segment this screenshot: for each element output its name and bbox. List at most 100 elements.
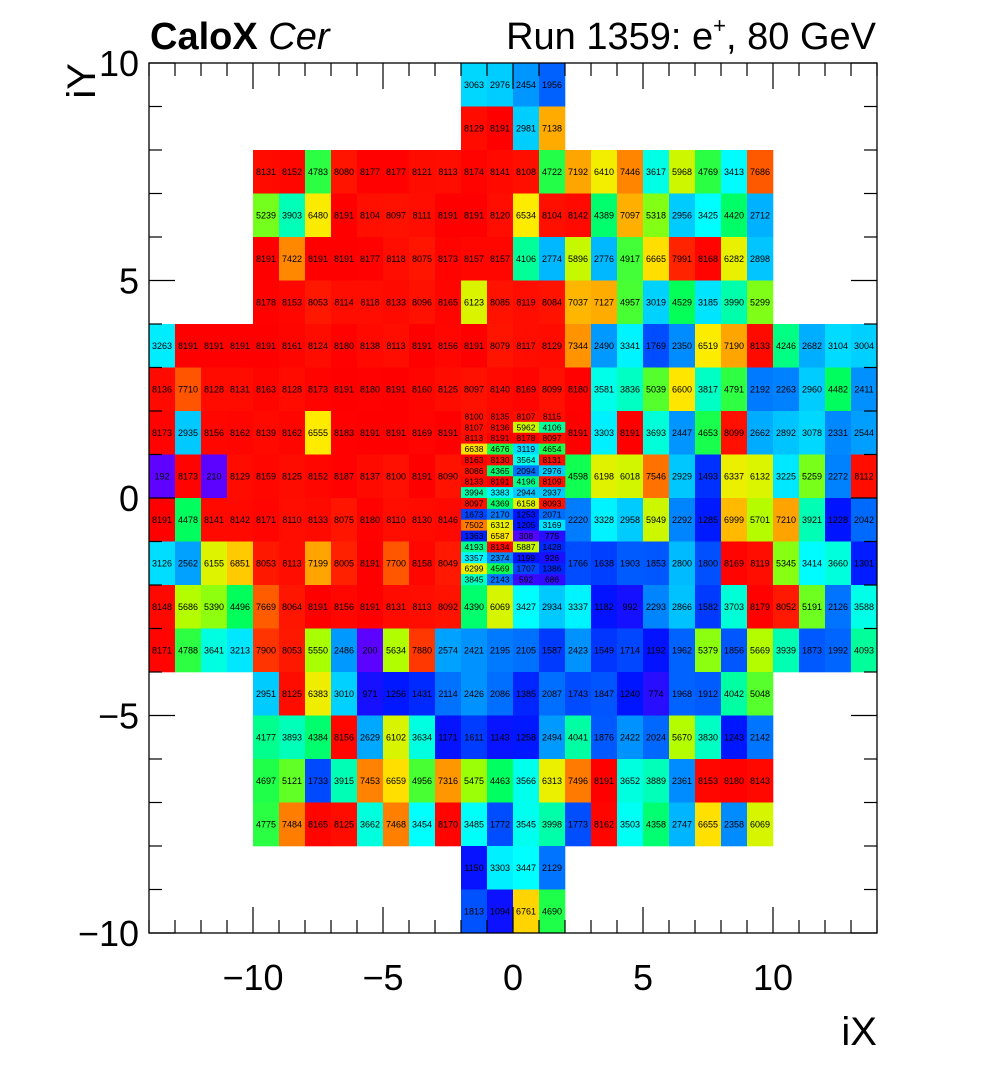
heatmap-cell: [357, 585, 384, 629]
heatmap-cell: [721, 411, 748, 455]
heatmap-cell-label: 1956: [542, 80, 562, 90]
heatmap-fine-cell: [539, 432, 566, 444]
heatmap-cell: [591, 802, 618, 847]
heatmap-cell-label: 2929: [672, 471, 692, 481]
heatmap-cell: [799, 541, 826, 586]
heatmap-cell-label: 1773: [568, 819, 588, 829]
heatmap-cell-label: 1228: [828, 515, 848, 525]
heatmap-fine-cell: [513, 498, 540, 510]
heatmap-cell: [851, 454, 878, 499]
heatmap-cell: [669, 411, 696, 455]
heatmap-fine-cell: [487, 541, 514, 553]
heatmap-cell: [487, 759, 514, 803]
heatmap-cell: [747, 802, 774, 847]
heatmap-cell-label: 7192: [568, 167, 588, 177]
heatmap-cell-label: 4496: [230, 602, 250, 612]
heatmap-cell-label: 8180: [724, 776, 744, 786]
heatmap-fine-cell: [461, 508, 488, 521]
heatmap-fine-cell-label: 1363: [465, 531, 484, 541]
heatmap-cell-label: 8191: [334, 384, 354, 394]
heatmap-fine-cell: [487, 530, 514, 542]
heatmap-cell-label: 5299: [750, 297, 770, 307]
heatmap-cell: [799, 628, 826, 673]
heatmap-cell: [357, 672, 384, 716]
heatmap-cell-label: 8177: [386, 167, 406, 177]
heatmap-cell-label: 8128: [282, 384, 302, 394]
heatmap-fine-cell: [461, 574, 488, 586]
heatmap-cell-label: 8141: [204, 515, 224, 525]
heatmap-fine-cell-label: 1199: [517, 553, 536, 563]
heatmap-cell-label: 8110: [282, 515, 301, 525]
heatmap-cell-label: 2951: [256, 689, 276, 699]
heatmap-cell: [357, 759, 384, 803]
heatmap-cell: [383, 411, 410, 455]
heatmap-cell-label: 8125: [282, 689, 302, 699]
heatmap-cell-label: 3662: [360, 819, 380, 829]
heatmap-cell-label: 8191: [594, 776, 614, 786]
heatmap-cell-label: 2662: [750, 428, 770, 438]
heatmap-cell-label: 8100: [386, 471, 406, 481]
heatmap-cell-label: 1549: [594, 645, 614, 655]
heatmap-cell: [305, 237, 332, 281]
heatmap-cell-label: 7686: [750, 167, 770, 177]
heatmap-cell-label: 3019: [646, 297, 666, 307]
heatmap-cell-label: 6155: [204, 558, 224, 568]
heatmap-cell: [383, 498, 410, 542]
heatmap-cell: [513, 63, 540, 107]
heatmap-cell: [487, 237, 514, 281]
heatmap-cell: [617, 541, 644, 586]
heatmap-cell-label: 8177: [360, 167, 380, 177]
heatmap-cell-label: 8156: [334, 602, 354, 612]
heatmap-cell: [695, 454, 722, 499]
heatmap-cell-label: 3588: [854, 602, 874, 612]
heatmap-cell-label: 8142: [568, 210, 588, 220]
heatmap-fine-cell-label: 2071: [543, 509, 562, 519]
heatmap-cell-label: 2934: [542, 602, 562, 612]
heatmap-cell-label: 6655: [698, 819, 718, 829]
heatmap-cell-label: 6132: [750, 471, 770, 481]
heatmap-cell: [357, 367, 384, 412]
heatmap-fine-cell-label: 4193: [465, 542, 484, 552]
heatmap-cell-label: 3413: [724, 167, 744, 177]
heatmap-cell-label: 7900: [256, 645, 276, 655]
heatmap-cell: [669, 237, 696, 281]
heatmap-cell: [565, 411, 592, 455]
heatmap-cell-label: 8111: [413, 210, 432, 220]
heatmap-cell: [747, 672, 774, 716]
heatmap-fine-cell-label: 8191: [491, 433, 510, 443]
heatmap-cell: [357, 715, 384, 760]
heatmap-fine-cell: [487, 487, 514, 499]
heatmap-cell-label: 8117: [516, 341, 535, 351]
heatmap-cell-label: 2126: [828, 602, 848, 612]
heatmap-cell-labels: 3063 2976 2454 1956 8129 8191 2981 7138 8131 8152…: [152, 80, 874, 917]
heatmap-cell-label: 7422: [282, 254, 302, 264]
heatmap-cell-label: 3427: [516, 602, 536, 612]
heatmap-cell-label: 5701: [750, 515, 770, 525]
heatmap-cell: [721, 498, 748, 542]
heatmap-cell-label: 2898: [750, 254, 770, 264]
heatmap-cell: [487, 193, 514, 238]
heatmap-cell: [591, 541, 618, 586]
heatmap-cell: [201, 498, 228, 542]
heatmap-fine-cell-label: 308: [519, 531, 533, 541]
heatmap-cell: [279, 411, 306, 455]
heatmap-cell: [305, 193, 332, 238]
heatmap-cell: [409, 541, 436, 586]
heatmap-cell: [331, 367, 358, 412]
heatmap-cell-label: 5345: [776, 558, 796, 568]
heatmap-cell-label: 5039: [646, 384, 666, 394]
heatmap-cell-label: 992: [622, 602, 637, 612]
heatmap-cell: [591, 324, 618, 368]
heatmap-cell: [357, 454, 384, 499]
heatmap-cell-label: 8064: [282, 602, 302, 612]
heatmap-cell: [565, 759, 592, 803]
heatmap-cell-label: 8131: [256, 167, 276, 177]
heatmap-cell: [487, 280, 514, 325]
heatmap-cell: [279, 541, 306, 586]
heatmap-cell: [253, 541, 280, 586]
heatmap-cell-label: 1243: [724, 732, 744, 742]
heatmap-fine-cell-label: 2937: [543, 488, 562, 498]
heatmap-fine-cell: [461, 432, 488, 444]
heatmap-cell: [721, 672, 748, 716]
heatmap-cell-label: 2426: [464, 689, 484, 699]
